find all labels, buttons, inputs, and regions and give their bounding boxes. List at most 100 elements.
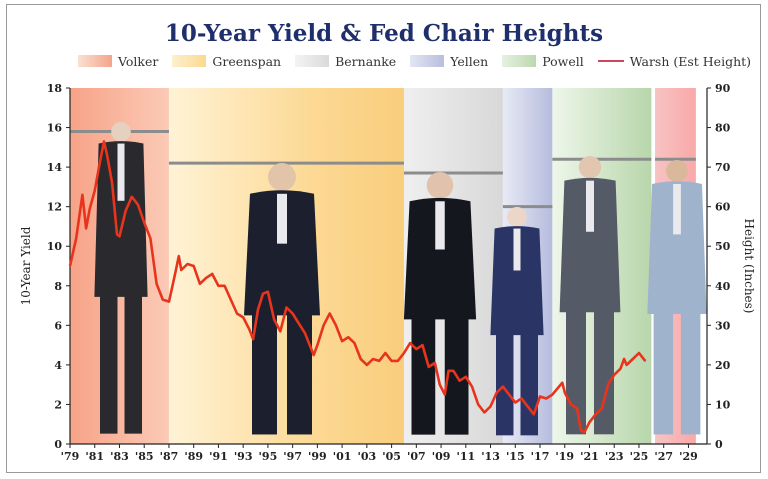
series-point bbox=[607, 383, 609, 386]
y2-tick-label: 50 bbox=[715, 240, 731, 253]
series-point bbox=[421, 344, 424, 346]
figure-yellen-left-leg bbox=[496, 332, 514, 436]
tick-labels: 0 2 4 6 8 10 12 14 16 18 0 10 20 30 40 50 60 70 80 90 '79 '81… bbox=[19, 82, 756, 463]
figure-volker-left-leg bbox=[100, 293, 118, 434]
y-tick-label: 4 bbox=[54, 359, 62, 372]
legend-item-powell: Powell bbox=[502, 54, 584, 69]
legend-item-volker: Volker bbox=[78, 54, 158, 69]
figure-volker-right-leg bbox=[124, 293, 142, 434]
figure-greenspan-right-leg bbox=[287, 312, 312, 435]
series-point bbox=[103, 140, 105, 143]
series-point bbox=[390, 360, 393, 362]
series-point bbox=[483, 411, 486, 414]
legend-label-powell: Powell bbox=[542, 53, 584, 69]
y-tick-label: 16 bbox=[47, 122, 63, 135]
series-point bbox=[458, 379, 461, 382]
figure-powell-right-leg bbox=[594, 309, 614, 435]
series-point bbox=[161, 298, 164, 301]
series-point bbox=[98, 162, 101, 164]
series-point bbox=[613, 373, 616, 376]
x-tick-label: '13 bbox=[481, 450, 500, 463]
series-point bbox=[69, 265, 71, 267]
series-point bbox=[168, 300, 170, 303]
legend-swatch-bernanke bbox=[295, 55, 330, 67]
y2-tick-label: 80 bbox=[715, 122, 731, 135]
series-point bbox=[279, 330, 282, 333]
series-point bbox=[211, 273, 214, 275]
series-point bbox=[434, 362, 436, 364]
x-tick-label: '99 bbox=[308, 450, 327, 463]
legend-label-yellen: Yellen bbox=[450, 53, 489, 69]
series-point bbox=[149, 237, 152, 240]
series-point bbox=[465, 375, 467, 378]
figure-warsh-torso bbox=[647, 181, 707, 314]
figure-bernanke-head bbox=[426, 172, 454, 199]
x-tick-label: '85 bbox=[135, 450, 154, 463]
series-point bbox=[631, 358, 634, 360]
series-point bbox=[583, 431, 586, 433]
figure-yellen-head bbox=[507, 207, 527, 227]
series-point bbox=[106, 154, 108, 157]
y2-tick-label: 20 bbox=[715, 359, 731, 372]
legend-label-warsh: Warsh (Est Height) bbox=[629, 53, 752, 69]
y-tick-label: 10 bbox=[47, 240, 63, 253]
legend-swatch-warsh bbox=[597, 60, 624, 62]
series-point bbox=[439, 383, 441, 386]
figure-bernanke-shirt bbox=[435, 201, 445, 250]
x-tick-label: '79 bbox=[61, 450, 80, 463]
series-point bbox=[372, 358, 374, 360]
series-point bbox=[85, 227, 87, 230]
series-point bbox=[580, 429, 582, 431]
series-point bbox=[316, 344, 319, 346]
series-point bbox=[88, 207, 91, 210]
figure-warsh bbox=[647, 160, 707, 435]
x-tick-label: '11 bbox=[456, 450, 475, 463]
x-tick-label: '09 bbox=[432, 450, 451, 463]
series-point bbox=[514, 401, 517, 404]
x-tick-label: '05 bbox=[382, 450, 401, 463]
figure-greenspan-left-leg bbox=[252, 312, 277, 435]
figure-yellen bbox=[490, 207, 544, 436]
x-tick-label: '07 bbox=[407, 450, 426, 463]
series-point bbox=[236, 312, 238, 315]
x-tick-label: '15 bbox=[506, 450, 525, 463]
series-point bbox=[242, 316, 244, 319]
legend-item-yellen: Yellen bbox=[410, 54, 488, 69]
y2-tick-label: 10 bbox=[715, 398, 731, 411]
figure-powell-head bbox=[578, 156, 602, 179]
series-point bbox=[502, 385, 504, 388]
legend-swatch-powell bbox=[502, 55, 537, 67]
y2-tick-label: 70 bbox=[715, 161, 731, 174]
series-point bbox=[588, 421, 591, 424]
figure-yellen-shirt bbox=[513, 228, 521, 271]
series-point bbox=[192, 265, 195, 267]
figure-volker-torso bbox=[94, 141, 148, 297]
series-point bbox=[471, 385, 473, 388]
figure-powell bbox=[559, 156, 621, 435]
series-point bbox=[248, 328, 251, 331]
series-point bbox=[644, 360, 646, 362]
series-point bbox=[273, 318, 275, 321]
series-point bbox=[594, 413, 597, 416]
x-tick-label: '81 bbox=[85, 450, 104, 463]
series-point bbox=[495, 391, 498, 394]
figure-bernanke-left-leg bbox=[411, 316, 436, 435]
series-point bbox=[199, 283, 201, 285]
y-tick-label: 0 bbox=[54, 438, 62, 451]
series-point bbox=[174, 273, 176, 275]
legend-swatch-greenspan bbox=[172, 55, 207, 67]
series-point bbox=[118, 235, 121, 238]
series-point bbox=[551, 393, 554, 396]
y-tick-label: 6 bbox=[54, 319, 62, 332]
series-point bbox=[638, 352, 640, 354]
x-tick-label: '03 bbox=[358, 450, 377, 463]
series-point bbox=[359, 358, 362, 360]
y2-tick-label: 30 bbox=[715, 319, 731, 332]
series-point bbox=[262, 292, 264, 295]
series-point bbox=[353, 342, 356, 344]
series-point bbox=[267, 290, 269, 293]
x-tick-label: '87 bbox=[160, 450, 179, 463]
series-point bbox=[328, 312, 331, 315]
series-point bbox=[526, 405, 529, 408]
series-point bbox=[124, 209, 127, 212]
